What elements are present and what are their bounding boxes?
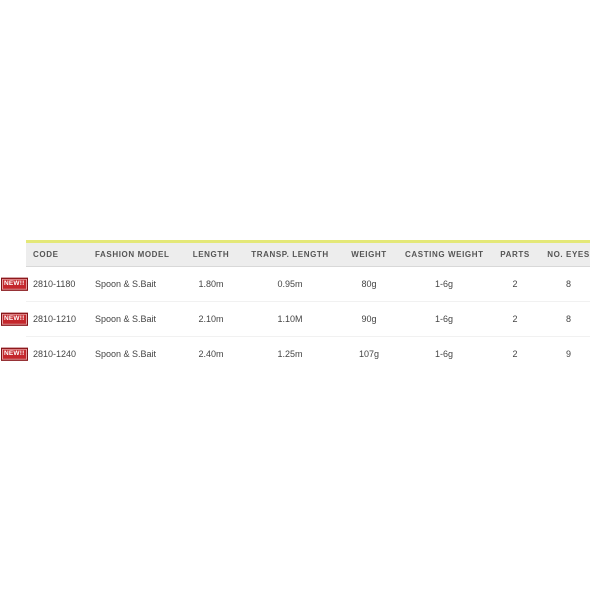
cell-fashion-model: Spoon & S.Bait bbox=[88, 301, 175, 337]
cell-code: 2810-1210 NEW!! bbox=[1, 301, 88, 337]
cell-code: 2810-1240 NEW!! bbox=[1, 336, 88, 371]
product-spec-table: CODE FASHION MODEL LENGTH TRANSP. LENGTH WEI… bbox=[1, 243, 590, 371]
cell-parts: 2 bbox=[483, 336, 547, 371]
cell-no-eyes: 8 bbox=[565, 279, 571, 289]
cell-casting-weight: 1-6g bbox=[434, 279, 453, 289]
cell-length: 1.80m bbox=[198, 279, 224, 289]
cell-weight: 80g bbox=[361, 279, 377, 289]
cell-fashion-model: Spoon & S.Bait bbox=[88, 336, 175, 371]
cell-transp-length: 1.25m bbox=[247, 336, 333, 371]
column-header-no-eyes: NO. EYES bbox=[547, 243, 590, 267]
column-header-parts: PARTS bbox=[483, 243, 547, 267]
column-header-code: CODE bbox=[26, 243, 88, 267]
cell-no-eyes: 9 bbox=[547, 336, 590, 371]
product-spec-table-section: CODE FASHION MODEL LENGTH TRANSP. LENGTH WEI… bbox=[1, 240, 590, 371]
column-header-fashion-model: FASHION MODEL bbox=[88, 243, 175, 267]
cell-weight: 107g bbox=[333, 336, 405, 371]
column-header-weight: WEIGHT bbox=[333, 243, 405, 267]
table-accent-line bbox=[26, 240, 590, 243]
table-row: 2810-1210 NEW!! Spoon & S.Bait 2.10m 1.10M 90… bbox=[1, 301, 590, 337]
cell-code: 2810-1180 NEW!! bbox=[1, 267, 88, 302]
cell-fashion-model: Spoon & S.Bait bbox=[95, 279, 157, 289]
cell-no-eyes: 8 bbox=[547, 301, 590, 337]
table-row: 2810-1240 NEW!! Spoon & S.Bait 2.40m 1.25m 10… bbox=[1, 336, 590, 371]
cell-length: 2.40m bbox=[175, 336, 247, 371]
cell-transp-length: 0.95m bbox=[277, 279, 303, 289]
cell-parts: 2 bbox=[483, 301, 547, 337]
cell-length: 2.10m bbox=[175, 301, 247, 337]
column-header-transp-length: TRANSP. LENGTH bbox=[247, 243, 333, 267]
cell-casting-weight: 1-6g bbox=[405, 336, 483, 371]
column-header-length: LENGTH bbox=[175, 243, 247, 267]
new-badge: NEW!! bbox=[1, 347, 28, 361]
column-header-casting-weight: CASTING WEIGHT bbox=[405, 243, 483, 267]
cell-transp-length: 1.10M bbox=[247, 301, 333, 337]
new-badge: NEW!! bbox=[1, 277, 28, 291]
new-badge: NEW!! bbox=[1, 312, 28, 326]
cell-casting-weight: 1-6g bbox=[405, 301, 483, 337]
table-header-row: CODE FASHION MODEL LENGTH TRANSP. LENGTH WEI… bbox=[26, 243, 590, 267]
cell-weight: 90g bbox=[333, 301, 405, 337]
table-row: 2810-1180 NEW!! Spoon & S.Bait 1.80m 0.95m 80… bbox=[1, 267, 590, 302]
cell-parts: 2 bbox=[512, 279, 518, 289]
